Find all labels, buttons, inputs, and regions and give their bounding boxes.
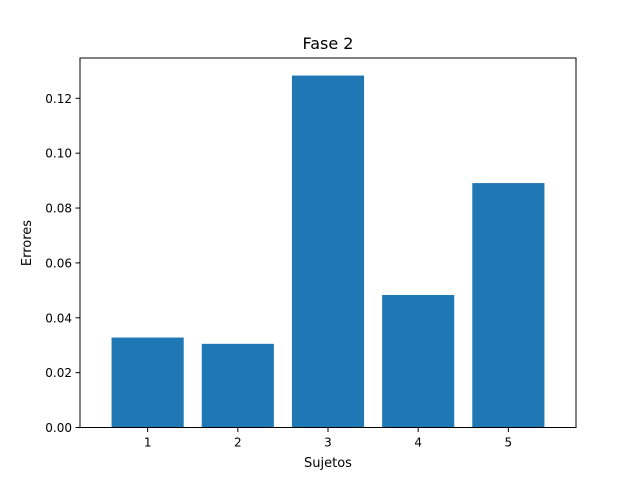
bar-4 (382, 295, 455, 428)
x-tick-label: 3 (324, 436, 332, 450)
bar-2 (201, 343, 274, 428)
bar-3 (291, 75, 365, 428)
plot-frame (79, 57, 577, 428)
y-axis-label: Errores (20, 220, 35, 266)
y-axis-ticks: 0.00 0.02 0.04 0.06 0.08 0.10 0.12 (45, 92, 80, 435)
bars-group (111, 75, 545, 428)
x-axis-label: Sujetos (304, 456, 352, 471)
x-tick-label: 5 (505, 436, 513, 450)
y-tick-label: 0.08 (45, 202, 72, 216)
x-tick-label: 1 (144, 436, 152, 450)
bar-5 (472, 183, 545, 428)
x-tick-label: 4 (414, 436, 422, 450)
bar-1 (111, 337, 184, 428)
y-tick-label: 0.04 (45, 311, 72, 325)
y-tick-label: 0.00 (45, 421, 72, 435)
y-tick-label: 0.06 (45, 256, 72, 270)
y-tick-label: 0.02 (45, 366, 72, 380)
x-axis-ticks: 1 2 3 4 5 (144, 427, 513, 450)
y-tick-label: 0.12 (45, 92, 72, 106)
x-tick-label: 2 (234, 436, 242, 450)
y-tick-label: 0.10 (45, 147, 72, 161)
chart-title: Fase 2 (303, 34, 354, 53)
